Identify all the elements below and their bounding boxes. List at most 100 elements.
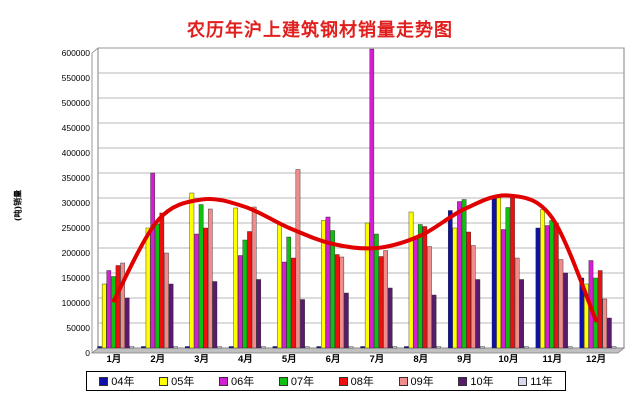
bar <box>304 346 310 349</box>
y-tick-label: 200000 <box>62 248 91 258</box>
bar <box>491 197 497 349</box>
bar <box>272 346 278 349</box>
bar <box>198 204 204 349</box>
bar <box>475 279 481 349</box>
bar <box>413 236 418 349</box>
bar <box>238 255 243 349</box>
bar <box>168 283 174 349</box>
x-tick-label: 7月 <box>370 354 385 365</box>
bar <box>233 207 239 349</box>
legend-label: 04年 <box>111 376 135 388</box>
bar <box>607 317 612 349</box>
legend-swatch <box>398 376 408 386</box>
bar <box>261 346 266 349</box>
bar <box>611 346 617 349</box>
legend-label: 07年 <box>290 376 315 388</box>
bar <box>286 236 292 349</box>
bar <box>145 227 151 349</box>
bar <box>150 172 155 349</box>
legend-item: 11年 <box>518 373 553 389</box>
y-tick-label: 550000 <box>62 73 91 83</box>
bar <box>173 346 178 349</box>
bar <box>184 346 190 349</box>
bar <box>447 210 453 349</box>
bar <box>115 265 121 349</box>
bar <box>242 239 248 349</box>
bar <box>141 346 146 349</box>
bar <box>111 276 116 349</box>
bar <box>364 222 370 349</box>
bar <box>378 256 384 349</box>
legend-item: 04年 <box>99 373 135 389</box>
legend-item: 05年 <box>159 373 194 389</box>
bar <box>330 230 335 349</box>
bar <box>106 270 112 349</box>
legend-swatch <box>159 376 169 386</box>
legend-label: 11年 <box>530 376 553 388</box>
bar <box>291 257 296 349</box>
bar <box>544 225 550 349</box>
x-tick-label: 8月 <box>413 354 428 365</box>
bar <box>159 212 165 349</box>
y-tick-label: 450000 <box>62 123 91 133</box>
bar <box>251 206 257 349</box>
legend-item: 07年 <box>278 373 315 389</box>
legend: 04年 05年 06年 07年 08年 09年 10年 11年 <box>86 371 566 391</box>
bar <box>408 211 414 349</box>
x-tick-label: 6月 <box>326 354 341 365</box>
bar <box>461 199 467 349</box>
y-tick-label: 250000 <box>62 223 91 233</box>
legend-item: 06年 <box>218 373 254 389</box>
bar <box>514 257 520 349</box>
bar <box>535 227 541 349</box>
legend-swatch <box>518 376 528 386</box>
chart-title: 农历年沪上建筑钢材销量走势图 <box>187 20 453 41</box>
bar <box>466 231 471 349</box>
bar <box>247 231 252 349</box>
y-tick-label: 0 <box>85 348 90 358</box>
bar <box>558 259 564 349</box>
plot-floor <box>90 347 626 354</box>
bar <box>325 216 331 349</box>
bar <box>549 220 555 349</box>
bar <box>316 346 322 349</box>
x-tick-label: 12月 <box>586 354 606 365</box>
bar <box>524 346 529 349</box>
x-tick-label: 10月 <box>498 354 518 365</box>
bar <box>228 346 234 349</box>
bar <box>295 169 301 349</box>
x-tick-label: 4月 <box>238 354 253 365</box>
bar <box>436 346 441 349</box>
bar <box>194 233 199 349</box>
bar <box>154 223 160 349</box>
legend-label: 10年 <box>470 376 494 388</box>
bar <box>344 292 349 349</box>
bar <box>505 207 511 349</box>
legend-label: 09年 <box>410 376 434 388</box>
bar <box>321 220 326 349</box>
legend-item: 08年 <box>338 373 374 389</box>
y-tick-label: 150000 <box>62 273 91 283</box>
bar <box>457 201 462 349</box>
legend-swatch <box>278 376 288 386</box>
bar <box>452 227 458 349</box>
bar <box>164 252 169 349</box>
bar <box>383 250 388 349</box>
bar <box>300 299 305 349</box>
bar <box>431 294 437 349</box>
bar <box>597 270 603 349</box>
bar <box>217 346 222 349</box>
bar <box>563 272 568 349</box>
bar <box>519 279 525 349</box>
x-tick-label: 5月 <box>282 354 297 365</box>
y-tick-label: 300000 <box>62 198 91 208</box>
bar <box>129 346 135 349</box>
bar <box>470 245 476 349</box>
bar <box>207 208 213 349</box>
bar <box>101 283 107 349</box>
bar <box>480 346 485 349</box>
plot-depth-edge <box>91 47 99 54</box>
bar <box>203 227 208 349</box>
bar <box>404 346 409 349</box>
